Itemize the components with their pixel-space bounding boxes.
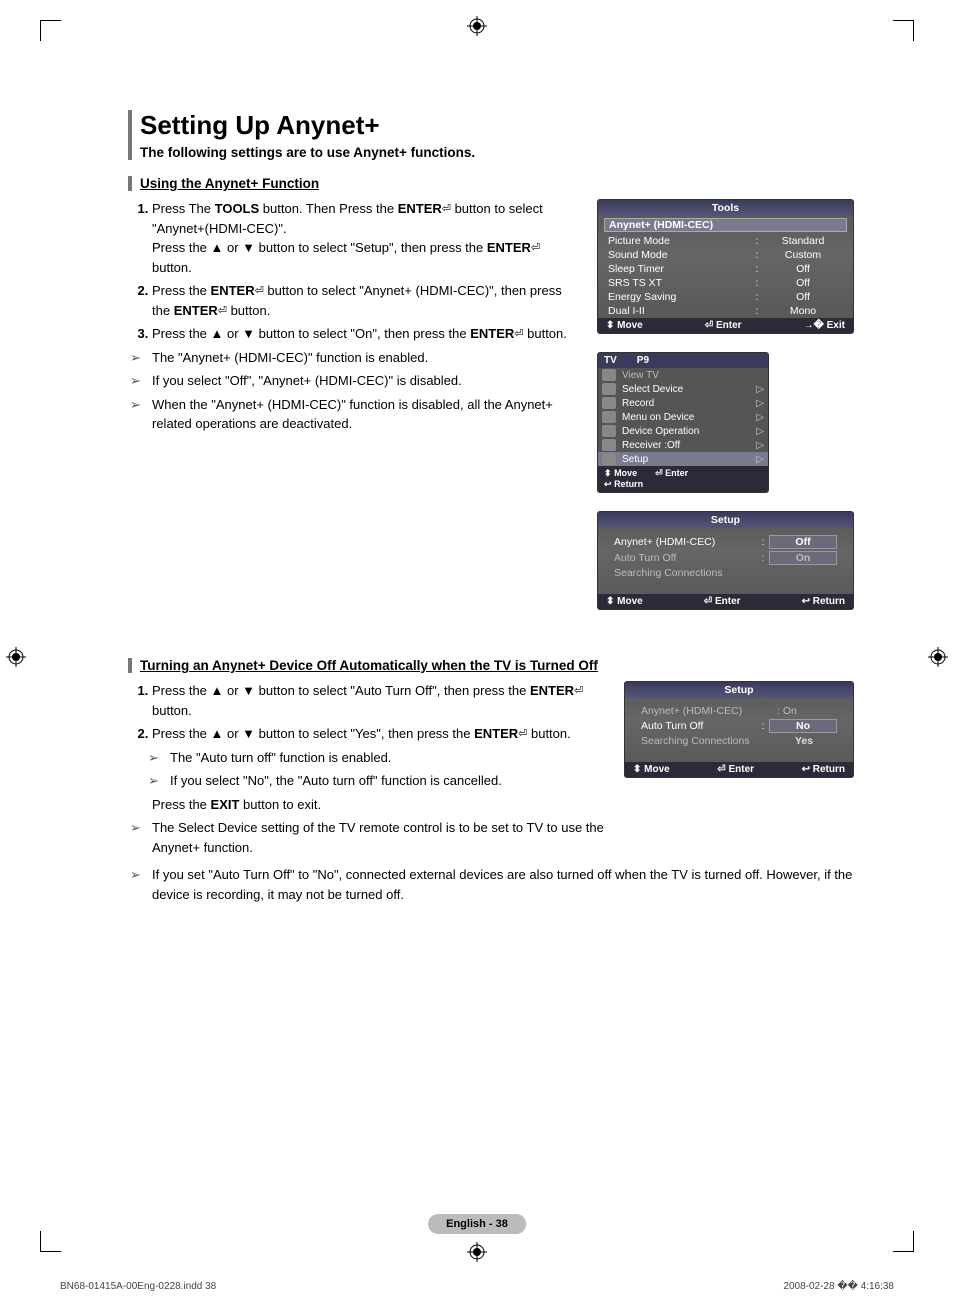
osd-row: Sleep Timer:Off <box>598 262 853 276</box>
enter-icon: ⏎ <box>218 303 227 320</box>
osd-title: Setup <box>598 512 853 528</box>
section1-body: Press The TOOLS button. Then Press the E… <box>128 199 577 628</box>
page-number-badge: English - 38 <box>428 1214 526 1234</box>
intro-text: The following settings are to use Anynet… <box>140 145 854 160</box>
chevron-right-icon: ▷ <box>756 454 764 465</box>
osd-row: Anynet+ (HDMI-CEC) : Off <box>604 534 847 550</box>
note-item: When the "Anynet+ (HDMI-CEC)" function i… <box>152 395 577 434</box>
enter-icon: ⏎ <box>255 283 264 300</box>
osd-item: Setup▷ <box>598 452 768 466</box>
osd-row: Auto Turn Off : On <box>604 550 847 566</box>
footer-filename: BN68-01415A-00Eng-0228.indd 38 <box>60 1281 216 1292</box>
step-2b: Press the ▲ or ▼ button to select "Yes",… <box>152 724 604 814</box>
osd-tools: Tools Anynet+ (HDMI-CEC) Picture Mode:St… <box>597 199 854 334</box>
value-box: Yes <box>771 735 837 747</box>
enter-icon: ⏎ <box>514 326 523 343</box>
device-icon <box>602 411 616 423</box>
chevron-right-icon: ▷ <box>756 412 764 423</box>
device-icon <box>602 397 616 409</box>
step-3: Press the ▲ or ▼ button to select "On", … <box>152 324 577 344</box>
osd-setup1: Setup Anynet+ (HDMI-CEC) : Off Auto Turn… <box>597 511 854 610</box>
osd-footer: ⬍ Move ⏎ Enter ↩ Return <box>598 466 768 492</box>
registration-mark-left <box>6 647 26 667</box>
step-2: Press the ENTER⏎ button to select "Anyne… <box>152 281 577 320</box>
osd-row: Searching Connections Yes <box>631 734 847 748</box>
note-item: The "Auto turn off" function is enabled. <box>170 748 604 768</box>
device-icon <box>602 453 616 465</box>
osd-row: Energy Saving:Off <box>598 290 853 304</box>
osd-title: Setup <box>625 682 853 698</box>
enter-icon: ⏎ <box>518 726 527 743</box>
chevron-right-icon: ▷ <box>756 426 764 437</box>
osd-row: Sound Mode:Custom <box>598 248 853 262</box>
device-icon <box>602 439 616 451</box>
device-icon <box>602 425 616 437</box>
osd-setup2: Setup Anynet+ (HDMI-CEC) : On Auto Turn … <box>624 681 854 778</box>
chevron-right-icon: ▷ <box>756 440 764 451</box>
note-item: The Select Device setting of the TV remo… <box>152 818 604 857</box>
note-item: If you set "Auto Turn Off" to "No", conn… <box>152 865 854 904</box>
osd-row: Picture Mode:Standard <box>598 234 853 248</box>
page-title: Setting Up Anynet+ <box>140 110 854 141</box>
osd-item: Select Device▷ <box>598 382 768 396</box>
step-1b: Press the ▲ or ▼ button to select "Auto … <box>152 681 604 720</box>
note-item: The "Anynet+ (HDMI-CEC)" function is ena… <box>152 348 577 368</box>
section2-body: Press the ▲ or ▼ button to select "Auto … <box>128 681 604 861</box>
osd-item: Record▷ <box>598 396 768 410</box>
section1-heading: Using the Anynet+ Function <box>128 176 854 191</box>
osd-footer: ⬍ Move ⏎ Enter ↩ Return <box>625 762 853 777</box>
osd-item: Menu on Device▷ <box>598 410 768 424</box>
osd-item: Device Operation▷ <box>598 424 768 438</box>
note-item: If you select "Off", "Anynet+ (HDMI-CEC)… <box>152 371 577 391</box>
osd-item: View TV <box>598 368 768 382</box>
footer-timestamp: 2008-02-28 �� 4:16:38 <box>783 1281 894 1292</box>
page: Setting Up Anynet+ The following setting… <box>0 0 954 1314</box>
osd-title: Tools <box>598 200 853 216</box>
note-item: If you select "No", the "Auto turn off" … <box>170 771 604 791</box>
osd-footer: ⬍ Move ⏎ Enter ↩ Return <box>598 594 853 609</box>
section2-heading: Turning an Anynet+ Device Off Automatica… <box>128 658 854 673</box>
device-icon <box>602 383 616 395</box>
step-1: Press The TOOLS button. Then Press the E… <box>152 199 577 277</box>
chevron-right-icon: ▷ <box>756 384 764 395</box>
enter-icon: ⏎ <box>442 201 451 218</box>
osd-row: Anynet+ (HDMI-CEC) : On <box>631 704 847 718</box>
registration-mark-bottom <box>467 1242 487 1262</box>
osd-row: Auto Turn Off : No <box>631 718 847 734</box>
footer: BN68-01415A-00Eng-0228.indd 38 2008-02-2… <box>60 1281 894 1292</box>
osd-row: SRS TS XT:Off <box>598 276 853 290</box>
osd-footer: ⬍ Move ⏎ Enter →� Exit <box>598 318 853 333</box>
osd-anynet: TV P9 View TVSelect Device▷Record▷Menu o… <box>597 352 769 493</box>
value-box: On <box>769 551 837 565</box>
osd-highlighted-item: Anynet+ (HDMI-CEC) <box>604 218 847 232</box>
osd-header: TV P9 <box>598 353 768 368</box>
content: Setting Up Anynet+ The following setting… <box>128 110 854 908</box>
osd-item: Receiver :Off▷ <box>598 438 768 452</box>
device-icon <box>602 369 616 381</box>
value-box: No <box>769 719 837 733</box>
registration-mark-top <box>467 16 487 36</box>
chevron-right-icon: ▷ <box>756 398 764 409</box>
registration-mark-right <box>928 647 948 667</box>
enter-icon: ⏎ <box>531 240 540 257</box>
osd-row: Dual I-II:Mono <box>598 304 853 318</box>
osd-row: Searching Connections <box>604 566 847 580</box>
value-box: Off <box>769 535 837 549</box>
enter-icon: ⏎ <box>574 683 583 700</box>
